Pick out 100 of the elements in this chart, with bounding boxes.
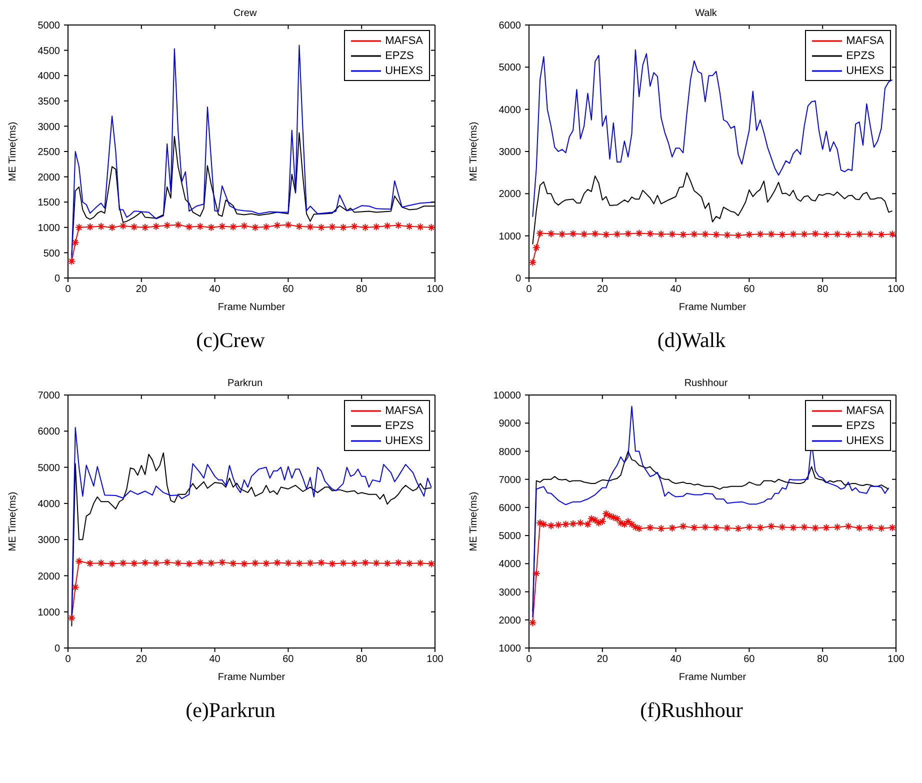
point — [712, 524, 720, 532]
y-tick-label: 0 — [54, 644, 60, 655]
point — [416, 222, 424, 231]
point — [855, 524, 864, 532]
point — [877, 230, 886, 239]
y-tick-label: 5000 — [38, 462, 60, 474]
y-tick-label: 500 — [43, 248, 60, 260]
point — [679, 522, 688, 530]
point — [284, 220, 292, 229]
point — [405, 222, 414, 230]
point — [218, 558, 226, 566]
y-tick-label: 1500 — [38, 198, 60, 209]
point — [833, 230, 842, 238]
y-tick-label: 6000 — [498, 20, 522, 32]
point — [536, 518, 544, 527]
y-tick-label: 4000 — [498, 559, 522, 570]
point — [657, 524, 666, 533]
x-tick-label: 0 — [526, 284, 532, 296]
legend-label: MAFSA — [385, 404, 423, 416]
point — [778, 230, 786, 239]
point — [196, 222, 204, 230]
point — [251, 559, 260, 568]
point — [163, 221, 172, 230]
x-tick-label: 40 — [209, 654, 221, 666]
y-tick-label: 0 — [54, 274, 60, 285]
point — [71, 238, 80, 247]
point — [350, 222, 358, 230]
point — [317, 223, 326, 232]
point — [877, 524, 886, 532]
x-tick-label: 100 — [888, 654, 905, 666]
point — [811, 524, 820, 532]
point — [690, 230, 698, 238]
point — [262, 559, 270, 568]
point — [767, 522, 776, 530]
point — [240, 560, 248, 568]
y-tick-label: 4000 — [498, 104, 522, 116]
legend-label: EPZS — [846, 420, 875, 432]
point — [602, 230, 610, 239]
x-tick-label: 80 — [356, 284, 368, 296]
x-tick-label: 60 — [282, 654, 294, 666]
y-tick-label: 5000 — [38, 20, 60, 32]
line-series — [71, 452, 432, 627]
point — [609, 513, 618, 522]
point — [602, 510, 610, 518]
point — [361, 223, 370, 232]
y-tick-label: 2000 — [498, 189, 522, 200]
point — [591, 230, 600, 238]
x-tick-label: 0 — [65, 654, 72, 666]
point — [328, 560, 336, 568]
point — [97, 559, 106, 568]
legend-label: MAFSA — [846, 34, 884, 46]
x-tick-label: 100 — [426, 654, 444, 666]
point — [789, 524, 798, 532]
y-tick-label: 9000 — [498, 418, 522, 430]
point — [532, 244, 540, 252]
legend-label: EPZS — [385, 50, 414, 62]
point — [174, 559, 182, 568]
point — [119, 222, 128, 230]
y-tick-label: 7000 — [38, 390, 60, 402]
point — [174, 220, 182, 229]
point — [569, 230, 578, 238]
x-tick-label: 40 — [209, 284, 221, 296]
point — [152, 222, 160, 230]
chart-title: Parkrun — [227, 378, 263, 389]
point — [594, 518, 603, 527]
x-tick-label: 20 — [136, 654, 148, 666]
point — [529, 618, 537, 627]
point — [86, 222, 94, 231]
point — [734, 231, 742, 240]
legend-label: UHEXS — [385, 64, 423, 76]
point — [756, 524, 764, 532]
point — [624, 230, 632, 238]
line-series — [532, 406, 890, 618]
y-tick-label: 2000 — [38, 571, 60, 582]
point — [606, 512, 614, 520]
y-tick-label: 0 — [515, 274, 522, 285]
point — [427, 560, 435, 568]
point — [273, 558, 282, 567]
y-tick-label: 4500 — [38, 46, 60, 57]
point — [613, 514, 622, 523]
y-tick-label: 3000 — [38, 535, 60, 546]
y-tick-label: 10000 — [493, 390, 522, 402]
point — [207, 223, 216, 232]
point — [262, 222, 270, 231]
y-tick-label: 1000 — [38, 222, 60, 234]
point — [536, 229, 544, 238]
point — [822, 230, 830, 239]
point — [317, 558, 326, 567]
x-tick-label: 100 — [426, 284, 444, 296]
point — [745, 230, 754, 239]
legend-label: UHEXS — [846, 434, 884, 446]
x-tick-label: 40 — [670, 654, 682, 666]
y-axis-title: ME Time(ms) — [8, 492, 19, 552]
point — [712, 230, 720, 239]
line-series — [71, 44, 435, 258]
point — [141, 223, 150, 232]
y-tick-label: 2500 — [38, 147, 60, 158]
point — [339, 559, 348, 568]
y-tick-label: 8000 — [498, 446, 522, 458]
point — [635, 229, 644, 238]
